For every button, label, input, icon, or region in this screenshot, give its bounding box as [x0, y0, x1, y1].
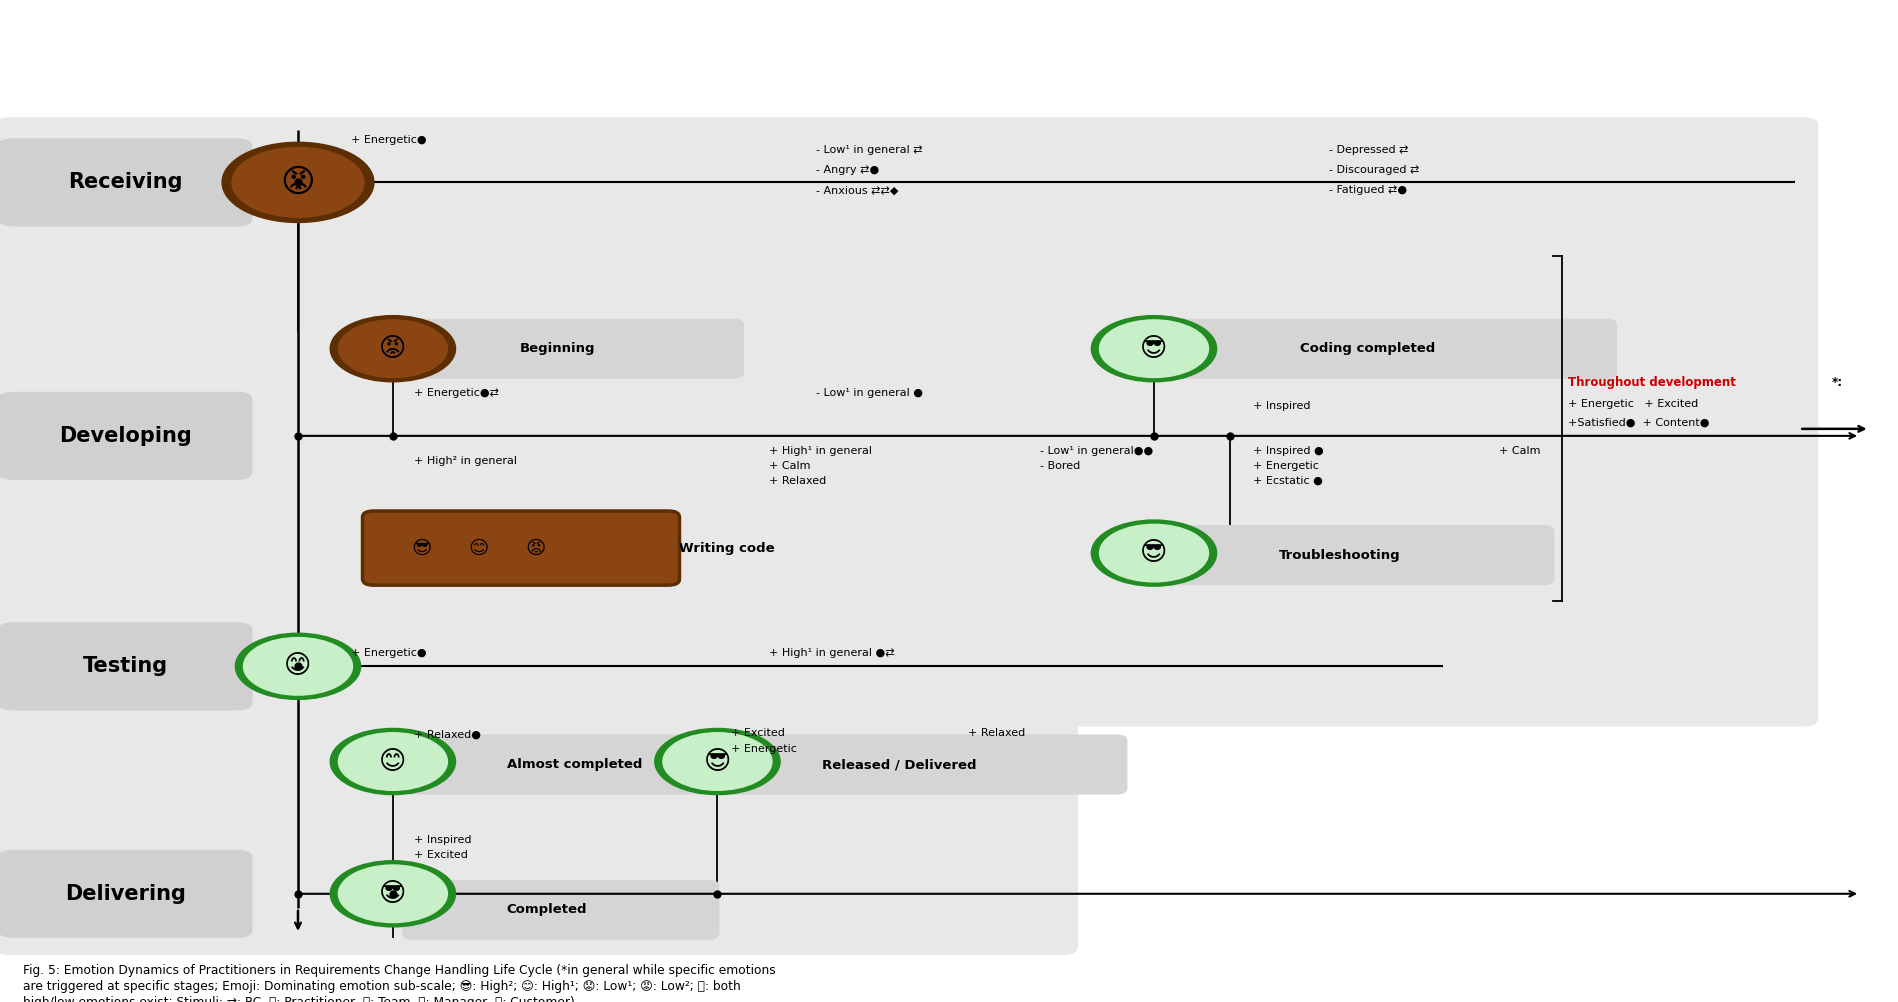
FancyBboxPatch shape [0, 622, 252, 710]
FancyBboxPatch shape [1162, 525, 1554, 585]
Text: - Low¹ in general ●: - Low¹ in general ● [816, 388, 922, 398]
Text: + Excited: + Excited [414, 850, 467, 860]
Text: 😊: 😊 [285, 653, 311, 679]
FancyBboxPatch shape [0, 718, 1078, 955]
Text: + Relaxed●: + Relaxed● [414, 729, 480, 739]
Text: + High¹ in general: + High¹ in general [769, 446, 871, 456]
Text: 😡: 😡 [281, 166, 315, 198]
Text: 😎: 😎 [380, 881, 406, 907]
Circle shape [243, 637, 353, 695]
Circle shape [235, 633, 361, 699]
Text: Developing: Developing [59, 426, 192, 446]
FancyBboxPatch shape [402, 880, 719, 940]
Text: 😊: 😊 [469, 539, 488, 557]
Text: + Energetic: + Energetic [1253, 461, 1319, 471]
Text: Completed: Completed [507, 904, 586, 916]
Text: + Relaxed: + Relaxed [968, 728, 1025, 738]
Circle shape [222, 142, 374, 222]
Text: + Energetic●⇄: + Energetic●⇄ [414, 388, 499, 398]
Text: Testing: Testing [84, 656, 167, 676]
FancyBboxPatch shape [0, 392, 252, 480]
Text: + High² in general: + High² in general [414, 456, 516, 466]
Text: + Calm: + Calm [1499, 446, 1541, 456]
FancyBboxPatch shape [0, 850, 252, 938]
Text: + Excited: + Excited [731, 728, 784, 738]
Circle shape [655, 728, 780, 795]
FancyBboxPatch shape [363, 511, 679, 585]
Circle shape [1091, 316, 1217, 382]
Text: Writing code: Writing code [679, 542, 774, 554]
Text: - Low¹ in general ⇄: - Low¹ in general ⇄ [816, 145, 922, 155]
Text: + Relaxed: + Relaxed [769, 476, 826, 486]
Text: Delivering: Delivering [65, 884, 186, 904]
FancyBboxPatch shape [0, 605, 1818, 726]
Text: - Anxious ⇄⇄◆: - Anxious ⇄⇄◆ [816, 185, 898, 195]
Text: Released / Delivered: Released / Delivered [822, 759, 976, 771]
Text: *:: *: [1832, 377, 1843, 389]
Text: Receiving: Receiving [68, 172, 182, 192]
Text: + Inspired ●: + Inspired ● [1253, 446, 1323, 456]
Text: + Calm: + Calm [769, 461, 810, 471]
Text: - Angry ⇄●: - Angry ⇄● [816, 165, 879, 175]
Circle shape [1099, 524, 1209, 582]
Circle shape [338, 320, 448, 378]
Text: + Inspired: + Inspired [1253, 401, 1310, 411]
Text: Fig. 5: Emotion Dynamics of Practitioners in Requirements Change Handling Life C: Fig. 5: Emotion Dynamics of Practitioner… [23, 964, 776, 977]
Text: 😡: 😡 [526, 539, 545, 557]
Text: - Low¹ in general●●: - Low¹ in general●● [1040, 446, 1154, 456]
Text: 😊: 😊 [380, 748, 406, 775]
Text: + Energetic●: + Energetic● [351, 135, 427, 145]
Text: 😎: 😎 [1141, 540, 1167, 566]
Text: Troubleshooting: Troubleshooting [1279, 549, 1401, 561]
FancyBboxPatch shape [0, 242, 1818, 614]
FancyBboxPatch shape [0, 117, 1818, 252]
Text: 😎: 😎 [1141, 336, 1167, 362]
Text: + High¹ in general ●⇄: + High¹ in general ●⇄ [769, 648, 894, 658]
Circle shape [1091, 520, 1217, 586]
Text: - Discouraged ⇄: - Discouraged ⇄ [1329, 165, 1420, 175]
Text: are triggered at specific stages; Emoji: Dominating emotion sub-scale; 😎: High²;: are triggered at specific stages; Emoji:… [23, 980, 740, 993]
Text: Throughout development: Throughout development [1568, 377, 1735, 389]
Text: + Energetic: + Energetic [731, 744, 797, 755]
Circle shape [232, 147, 364, 217]
Text: + Energetic●: + Energetic● [351, 648, 427, 658]
Text: Almost completed: Almost completed [507, 759, 642, 771]
FancyBboxPatch shape [402, 319, 744, 379]
Circle shape [338, 865, 448, 923]
Text: - Depressed ⇄: - Depressed ⇄ [1329, 145, 1408, 155]
FancyBboxPatch shape [0, 138, 252, 226]
Text: + Energetic   + Excited: + Energetic + Excited [1568, 399, 1699, 409]
Text: 😡: 😡 [380, 336, 406, 362]
Text: + Ecstatic ●: + Ecstatic ● [1253, 476, 1323, 486]
FancyBboxPatch shape [1162, 319, 1617, 379]
Circle shape [338, 732, 448, 791]
Circle shape [330, 316, 456, 382]
Text: 😎: 😎 [412, 539, 431, 557]
Text: 😎: 😎 [704, 748, 731, 775]
Text: +Satisfied●  + Content●: +Satisfied● + Content● [1568, 418, 1710, 428]
FancyBboxPatch shape [402, 734, 782, 795]
Text: Beginning: Beginning [520, 343, 594, 355]
Circle shape [1099, 320, 1209, 378]
Text: - Fatigued ⇄●: - Fatigued ⇄● [1329, 185, 1406, 195]
Text: - Bored: - Bored [1040, 461, 1080, 471]
FancyBboxPatch shape [710, 734, 1127, 795]
Text: high/low emotions exist; Stimuli: ⇄: RC, 👤: Practitioner, 👥: Team, 👴: Manager, 👪: high/low emotions exist; Stimuli: ⇄: RC,… [23, 996, 575, 1002]
Circle shape [662, 732, 772, 791]
Circle shape [330, 728, 456, 795]
Text: + Inspired: + Inspired [414, 835, 471, 845]
Text: Coding completed: Coding completed [1300, 343, 1435, 355]
Circle shape [330, 861, 456, 927]
